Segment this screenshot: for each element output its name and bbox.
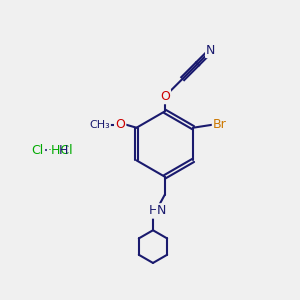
Text: Cl: Cl xyxy=(31,143,43,157)
Text: Br: Br xyxy=(213,118,227,131)
Text: O: O xyxy=(160,90,170,103)
Text: H: H xyxy=(148,204,158,218)
Text: CH₃: CH₃ xyxy=(89,120,110,130)
Text: O: O xyxy=(115,118,125,131)
Text: H: H xyxy=(59,143,68,157)
Text: ·HCl: ·HCl xyxy=(48,143,74,157)
Text: N: N xyxy=(206,44,216,57)
Text: N: N xyxy=(157,204,167,218)
